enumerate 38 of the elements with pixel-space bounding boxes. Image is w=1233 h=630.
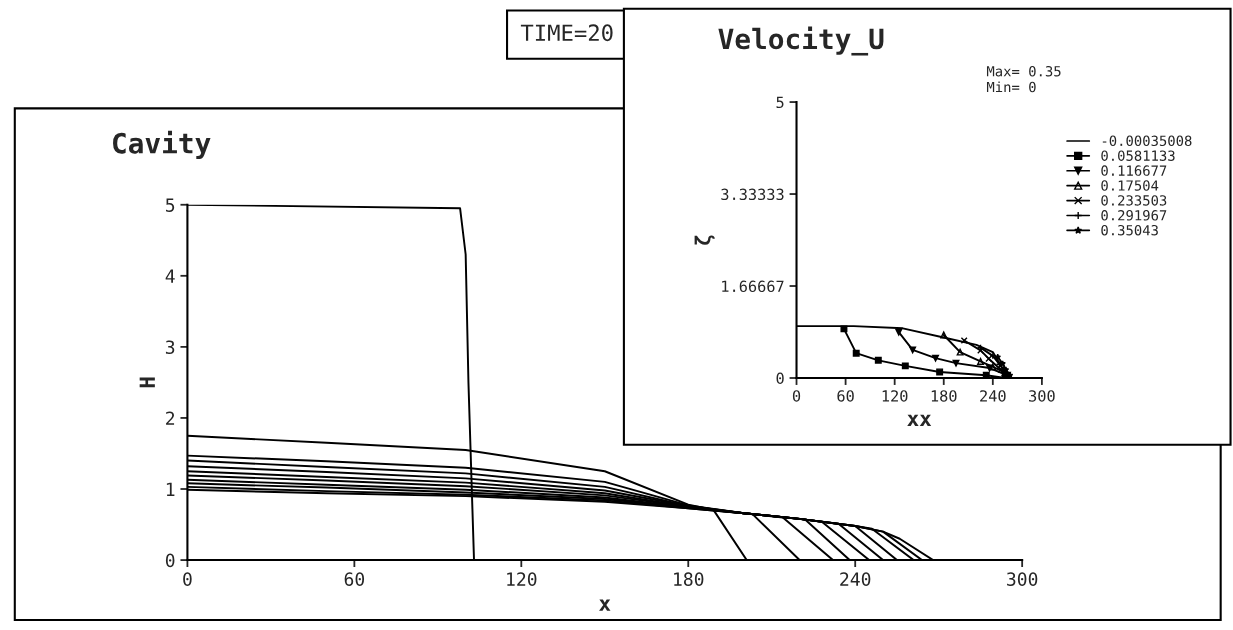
- x-tick-label: 120: [882, 390, 908, 402]
- x-axis-title: x: [599, 599, 611, 611]
- y-tick-label: 0: [165, 553, 175, 568]
- y-axis-title: H: [139, 377, 155, 388]
- legend-label: 0.0581133: [1101, 150, 1175, 161]
- y-tick-label: 5: [166, 198, 175, 212]
- x-tick-label: 60: [344, 572, 365, 586]
- chart-title: Cavity: [113, 130, 211, 160]
- legend-label: 0.35043: [1101, 224, 1158, 236]
- x-tick-label: 0: [183, 572, 192, 586]
- text: Min= 0: [986, 81, 1036, 93]
- y-tick-label: 2: [166, 411, 175, 425]
- y-tick-label: 1: [166, 482, 175, 496]
- legend-label: 0.116677: [1101, 165, 1167, 176]
- legend-label: 0.291967: [1101, 210, 1167, 221]
- x-tick-label: 240: [980, 390, 1006, 402]
- legend-label: -0.00035008: [1102, 135, 1192, 147]
- y-axis-title: ζ: [694, 235, 715, 245]
- y-tick-label: 1.66667: [722, 280, 784, 293]
- x-tick-label: 300: [1029, 390, 1055, 402]
- text: Max= 0.35: [986, 66, 1061, 77]
- y-tick-label: 3.33333: [721, 188, 784, 201]
- x-tick-label: 300: [1007, 572, 1038, 586]
- x-tick-label: 180: [674, 572, 704, 586]
- x-tick-label: 240: [840, 572, 871, 586]
- x-tick-label: 60: [837, 390, 854, 402]
- chart-title: Velocity_U: [718, 26, 884, 56]
- y-tick-label: 4: [165, 269, 175, 283]
- legend-label: 0.17504: [1101, 180, 1159, 191]
- x-tick-label: 120: [507, 572, 537, 586]
- legend-label: 0.233503: [1101, 195, 1167, 206]
- y-tick-label: 3: [165, 340, 175, 355]
- x-tick-label: 0: [792, 390, 801, 402]
- x-axis-title: xx: [907, 414, 932, 427]
- text: TIME=20: [520, 24, 613, 42]
- y-tick-label: 5: [776, 96, 784, 109]
- x-tick-label: 180: [931, 390, 957, 402]
- y-tick-label: 0: [776, 372, 784, 385]
